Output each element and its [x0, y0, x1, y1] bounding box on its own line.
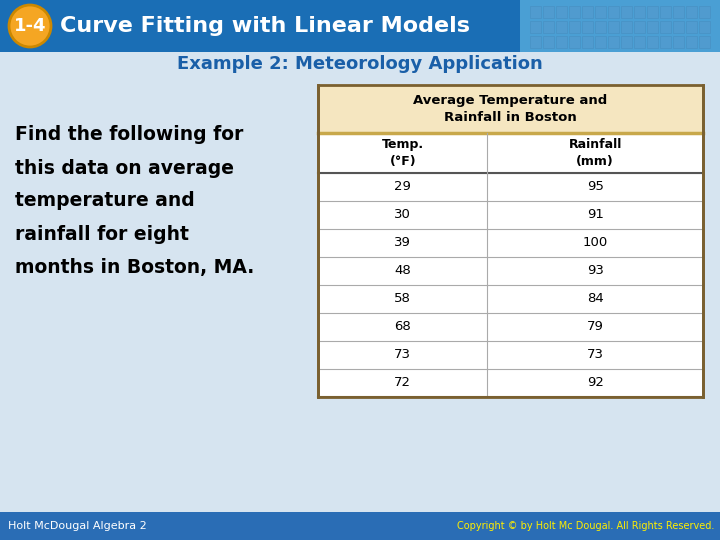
Bar: [582, 6, 593, 18]
Text: Find the following for: Find the following for: [15, 125, 243, 145]
Text: 84: 84: [587, 293, 603, 306]
Bar: [634, 21, 645, 33]
Bar: [543, 6, 554, 18]
Bar: [530, 21, 541, 33]
Text: 92: 92: [587, 376, 603, 389]
Text: 73: 73: [587, 348, 603, 361]
Bar: [686, 21, 697, 33]
Bar: [556, 21, 567, 33]
Text: 58: 58: [395, 293, 411, 306]
Bar: [699, 21, 710, 33]
Bar: [318, 201, 703, 229]
Circle shape: [9, 5, 51, 47]
Bar: [318, 85, 703, 133]
Text: Holt McDougal Algebra 2: Holt McDougal Algebra 2: [8, 521, 147, 531]
Bar: [543, 36, 554, 48]
Bar: [634, 36, 645, 48]
Bar: [608, 36, 619, 48]
Text: 72: 72: [395, 376, 411, 389]
Text: months in Boston, MA.: months in Boston, MA.: [15, 258, 254, 276]
Text: rainfall for eight: rainfall for eight: [15, 225, 189, 244]
Text: 30: 30: [395, 208, 411, 221]
Bar: [595, 21, 606, 33]
Bar: [621, 36, 632, 48]
Bar: [530, 6, 541, 18]
Text: 1-4: 1-4: [14, 17, 46, 35]
Bar: [318, 313, 703, 341]
Bar: [608, 21, 619, 33]
Bar: [318, 341, 703, 369]
Bar: [569, 6, 580, 18]
Bar: [582, 21, 593, 33]
Bar: [699, 36, 710, 48]
Text: 95: 95: [587, 180, 603, 193]
Bar: [686, 6, 697, 18]
Text: Example 2: Meteorology Application: Example 2: Meteorology Application: [177, 55, 543, 73]
Bar: [621, 6, 632, 18]
Text: Temp.
(°F): Temp. (°F): [382, 138, 424, 168]
Text: this data on average: this data on average: [15, 159, 234, 178]
Text: 79: 79: [587, 321, 603, 334]
Bar: [595, 6, 606, 18]
Bar: [634, 6, 645, 18]
Bar: [569, 21, 580, 33]
Text: Rainfall
(mm): Rainfall (mm): [569, 138, 622, 168]
Bar: [569, 36, 580, 48]
Bar: [595, 36, 606, 48]
Bar: [673, 36, 684, 48]
Bar: [0, 512, 720, 540]
Bar: [647, 6, 658, 18]
Bar: [660, 36, 671, 48]
Bar: [318, 133, 703, 173]
Text: 93: 93: [587, 265, 603, 278]
Text: 91: 91: [587, 208, 603, 221]
Bar: [318, 85, 703, 397]
Text: 29: 29: [395, 180, 411, 193]
Bar: [318, 369, 703, 397]
Bar: [318, 229, 703, 257]
Bar: [699, 6, 710, 18]
Bar: [543, 21, 554, 33]
Text: 68: 68: [395, 321, 411, 334]
Text: Copyright © by Holt Mc Dougal. All Rights Reserved.: Copyright © by Holt Mc Dougal. All Right…: [456, 521, 714, 531]
Text: 39: 39: [395, 237, 411, 249]
Bar: [686, 36, 697, 48]
Text: 73: 73: [395, 348, 411, 361]
Text: Curve Fitting with Linear Models: Curve Fitting with Linear Models: [60, 16, 470, 36]
Text: 100: 100: [582, 237, 608, 249]
Bar: [673, 6, 684, 18]
Text: temperature and: temperature and: [15, 192, 194, 211]
Bar: [556, 36, 567, 48]
Bar: [647, 36, 658, 48]
Bar: [0, 0, 520, 52]
Bar: [520, 0, 720, 52]
Bar: [318, 257, 703, 285]
Bar: [647, 21, 658, 33]
Bar: [582, 36, 593, 48]
Bar: [530, 36, 541, 48]
Bar: [556, 6, 567, 18]
Bar: [660, 21, 671, 33]
Bar: [660, 6, 671, 18]
Bar: [673, 21, 684, 33]
Bar: [318, 285, 703, 313]
Bar: [318, 173, 703, 201]
Bar: [608, 6, 619, 18]
Text: 48: 48: [395, 265, 411, 278]
Text: Average Temperature and
Rainfall in Boston: Average Temperature and Rainfall in Bost…: [413, 94, 608, 124]
Bar: [621, 21, 632, 33]
